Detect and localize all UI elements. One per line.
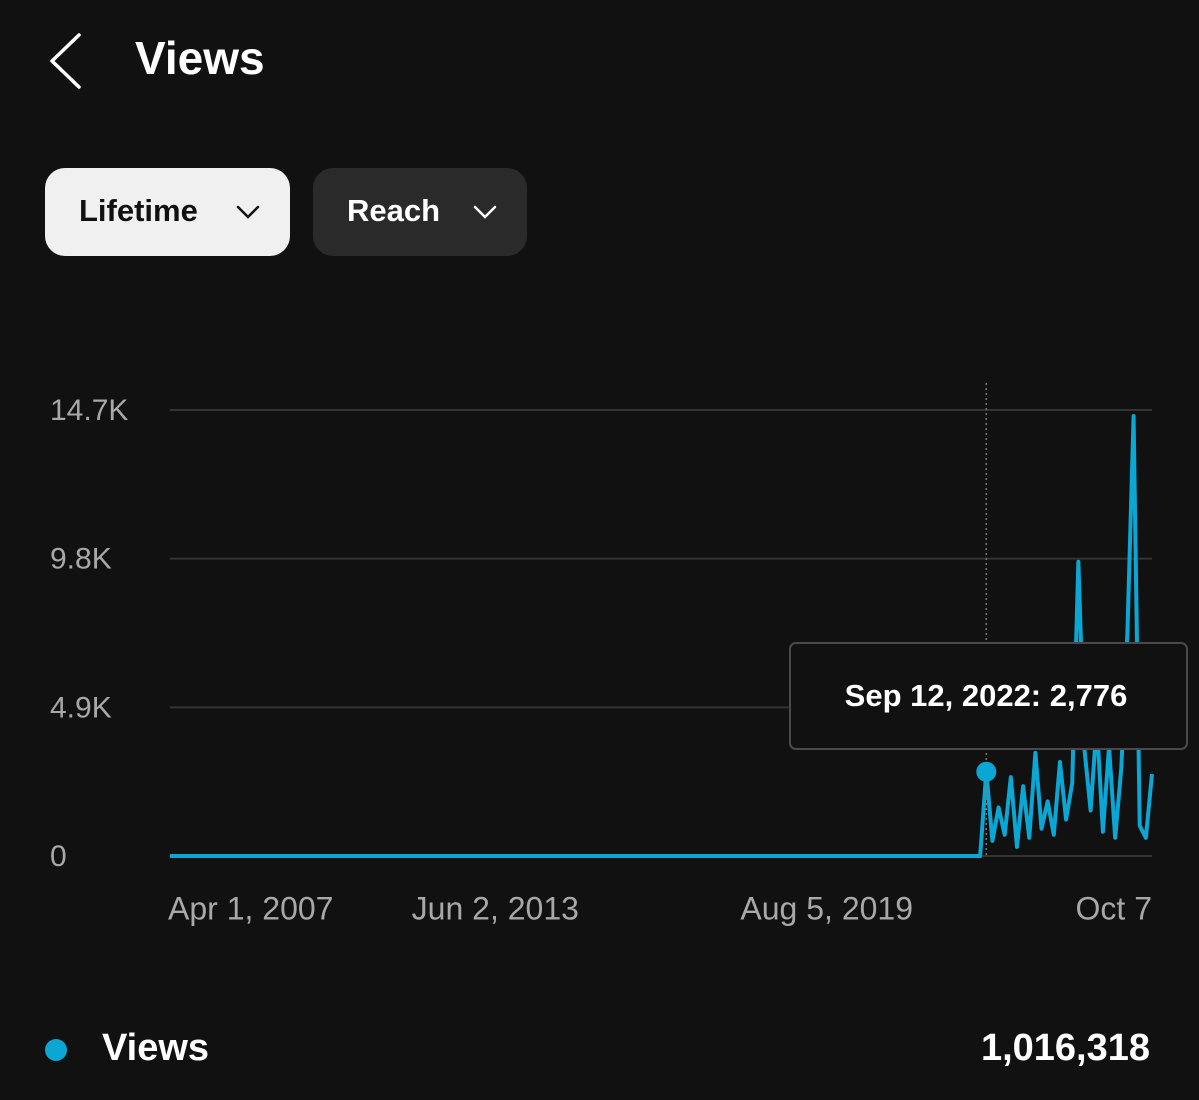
page-title: Views: [135, 32, 265, 84]
tooltip-box: [789, 642, 1188, 750]
dropdown-icon: [473, 205, 497, 219]
legend-label: Views: [102, 1027, 209, 1069]
x-tick-label: Oct 7: [1076, 890, 1152, 926]
y-tick-label: 9.8K: [50, 543, 112, 576]
dropdown-icon: [236, 205, 260, 219]
y-tick-label: 4.9K: [50, 691, 112, 724]
line-series: [170, 414, 1154, 858]
back-button[interactable]: [50, 33, 81, 89]
y-tick-label: 0: [50, 840, 67, 873]
hover-point: [976, 761, 997, 782]
tooltip-text: Sep 12, 2022: 2,776: [845, 678, 1128, 713]
filter-label: Lifetime: [79, 193, 198, 228]
y-tick-label: 14.7K: [50, 394, 128, 427]
filter-lifetime[interactable]: Lifetime: [45, 168, 290, 256]
legend-total: 1,016,318: [981, 1027, 1150, 1069]
legend-marker: [45, 1039, 67, 1061]
chart: 0 4.9K 9.8K 14.7K Apr 1, 2007 Jun 2, 2013 Aug …: [50, 383, 1188, 926]
x-tick-label: Jun 2, 2013: [412, 890, 579, 926]
filter-label: Reach: [347, 193, 440, 228]
x-tick-label: Apr 1, 2007: [168, 890, 333, 926]
filter-bg: [45, 168, 290, 256]
filter-bg: [313, 168, 527, 256]
x-tick-label: Aug 5, 2019: [740, 890, 913, 926]
filter-reach[interactable]: Reach: [313, 168, 527, 256]
